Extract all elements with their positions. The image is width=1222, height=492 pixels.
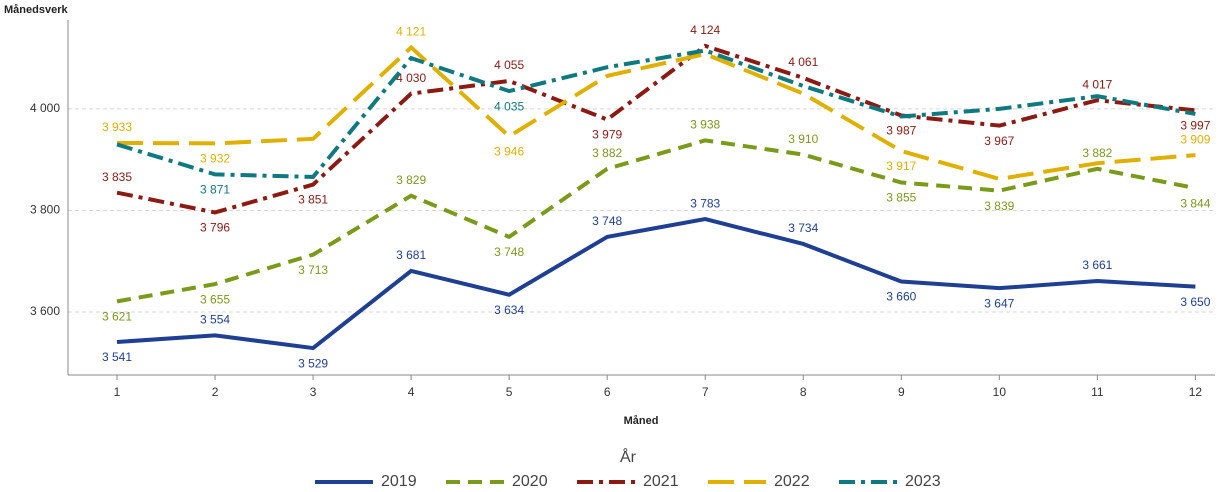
- x-tick-label: 2: [212, 385, 219, 399]
- x-tick-label: 9: [898, 385, 905, 399]
- x-tick-label: 5: [506, 385, 513, 399]
- data-label: 3 844: [1180, 196, 1210, 210]
- data-label: 3 882: [1082, 146, 1112, 160]
- data-label: 3 634: [494, 303, 524, 317]
- x-tick-label: 4: [408, 385, 415, 399]
- x-tick-label: 3: [310, 385, 317, 399]
- data-label: 3 987: [886, 124, 916, 138]
- data-label: 3 938: [690, 118, 720, 132]
- data-label: 3 910: [788, 132, 818, 146]
- data-label: 3 933: [102, 120, 132, 134]
- x-tick-label: 7: [702, 385, 709, 399]
- data-label: 4 030: [396, 71, 426, 85]
- data-label: 3 621: [102, 310, 132, 324]
- legend-label: 2022: [774, 473, 810, 490]
- legend-label: 2023: [905, 473, 941, 490]
- data-label: 3 541: [102, 350, 132, 364]
- data-label: 3 932: [200, 152, 230, 166]
- x-tick-label: 11: [1091, 385, 1104, 399]
- data-label: 3 661: [1082, 258, 1112, 272]
- series-line: [116, 138, 1196, 304]
- data-label: 4 017: [1082, 77, 1112, 91]
- legend-title: År: [620, 447, 637, 466]
- y-tick-label: 3 800: [30, 203, 60, 217]
- data-label: 3 967: [984, 134, 1014, 148]
- data-label: 3 734: [788, 221, 818, 235]
- data-label: 3 796: [200, 221, 230, 235]
- y-tick-label: 4 000: [30, 101, 60, 115]
- data-label: 3 554: [200, 313, 230, 327]
- data-label: 3 835: [102, 170, 132, 184]
- data-label: 3 882: [592, 146, 622, 160]
- x-tick-label: 6: [604, 385, 611, 399]
- x-tick-label: 8: [800, 385, 807, 399]
- data-label: 3 851: [298, 193, 328, 207]
- series-line: [117, 44, 1196, 182]
- legend-label: 2020: [512, 473, 548, 490]
- data-label: 3 909: [1180, 132, 1210, 146]
- data-label: 3 681: [396, 248, 426, 262]
- data-label: 4 124: [690, 23, 720, 37]
- data-label: 3 748: [592, 214, 622, 228]
- data-label: 3 647: [984, 296, 1014, 310]
- x-tick-label: 10: [993, 385, 1007, 399]
- series-line: [116, 48, 1196, 179]
- x-tick-label: 1: [114, 385, 121, 399]
- data-label: 4 061: [788, 55, 818, 69]
- data-label: 4 121: [396, 25, 426, 39]
- data-label: 3 783: [690, 196, 720, 210]
- data-label: 3 997: [1180, 119, 1210, 133]
- x-tick-label: 12: [1189, 385, 1203, 399]
- data-label: 4 055: [494, 58, 524, 72]
- y-tick-label: 3 600: [30, 304, 60, 318]
- data-label: 3 855: [886, 191, 916, 205]
- y-axis-title: Månedsverk: [4, 4, 68, 16]
- series-line: [116, 43, 1196, 215]
- x-axis-title: Måned: [624, 415, 659, 427]
- series-line: [116, 217, 1196, 351]
- legend-label: 2019: [381, 473, 417, 490]
- data-label: 3 871: [200, 183, 230, 197]
- data-label: 4 035: [494, 99, 524, 113]
- legend-label: 2021: [643, 473, 679, 490]
- data-label: 3 946: [494, 144, 524, 158]
- data-label: 3 748: [494, 245, 524, 259]
- data-label: 3 979: [592, 128, 622, 142]
- data-label: 3 829: [396, 173, 426, 187]
- data-label: 3 839: [984, 199, 1014, 213]
- data-label: 3 660: [886, 290, 916, 304]
- data-label: 3 917: [886, 159, 916, 173]
- data-label: 3 713: [298, 263, 328, 277]
- data-label: 3 650: [1180, 295, 1210, 309]
- data-label: 3 655: [200, 292, 230, 306]
- data-label: 3 529: [298, 356, 328, 370]
